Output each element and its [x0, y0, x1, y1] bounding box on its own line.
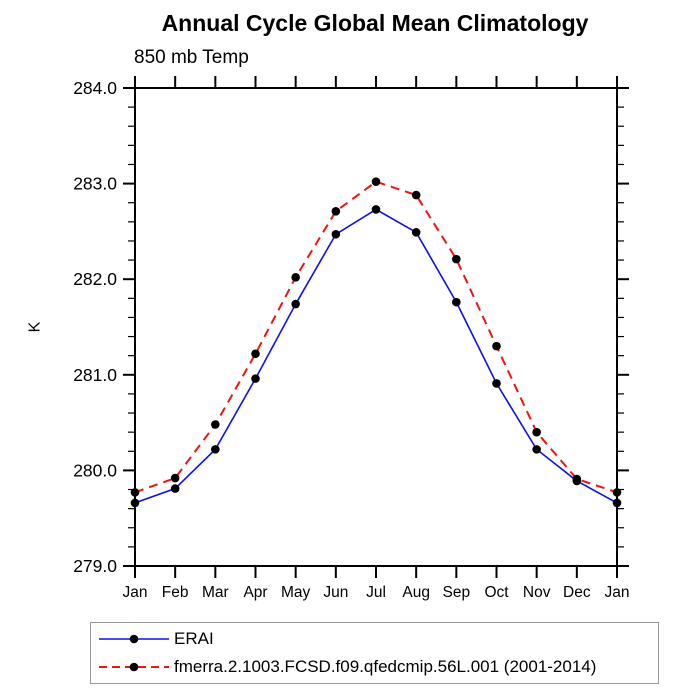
y-axis-tick-label: 283.0 — [73, 174, 117, 194]
y-axis-tick-label: 284.0 — [73, 78, 117, 98]
y-axis-tick-label: 282.0 — [73, 269, 117, 289]
x-axis-tick-label: Sep — [443, 584, 471, 601]
x-axis-tick-label: Feb — [162, 584, 189, 601]
data-point-marker — [170, 473, 180, 483]
data-point-marker — [452, 297, 461, 307]
data-point-marker — [331, 229, 341, 239]
chart-title: Annual Cycle Global Mean Climatology — [161, 10, 589, 36]
data-point-marker — [170, 484, 180, 493]
legend-item-erai: ERAI — [91, 625, 658, 653]
data-point-marker — [572, 474, 582, 484]
data-point-marker — [251, 374, 260, 383]
legend-label-erai: ERAI — [174, 629, 214, 648]
data-point-marker — [532, 427, 541, 437]
legend: ERAI fmerra.2.1003.FCSD.f09.qfedcmip.56L… — [90, 622, 659, 684]
x-axis-tick-label: Jul — [366, 584, 386, 601]
x-axis-tick-label: Aug — [402, 584, 430, 601]
data-point-marker — [130, 488, 140, 497]
y-axis-tick-label: 281.0 — [73, 365, 117, 385]
data-point-marker — [291, 299, 300, 309]
series-line-erai — [134, 208, 618, 504]
solid-line-dot-swatch-icon — [99, 634, 169, 644]
data-point-marker — [371, 177, 381, 186]
data-point-marker — [211, 420, 220, 429]
x-axis-tick-label: Dec — [563, 584, 591, 601]
y-axis-tick-label: 280.0 — [73, 460, 117, 480]
x-axis-tick-label: May — [281, 584, 311, 601]
data-point-marker — [452, 254, 461, 264]
x-axis-tick-label: Jan — [605, 584, 630, 601]
data-point-marker — [211, 445, 220, 454]
plot-frame — [134, 87, 618, 567]
legend-label-fmerra: fmerra.2.1003.FCSD.f09.qfedcmip.56L.001 … — [174, 657, 597, 676]
data-point-marker — [371, 205, 381, 214]
data-point-marker — [411, 228, 421, 237]
data-point-marker — [291, 272, 300, 282]
dashed-line-dot-swatch-icon — [99, 662, 169, 672]
data-point-marker — [331, 207, 341, 216]
x-axis-tick-label: Mar — [202, 584, 229, 601]
x-axis-tick-label: Jan — [123, 584, 148, 601]
x-axis-tick-label: Nov — [523, 584, 551, 601]
x-axis-tick-label: Apr — [243, 584, 267, 601]
data-point-marker — [492, 379, 501, 388]
data-point-marker — [411, 190, 421, 200]
data-point-marker — [130, 498, 140, 508]
data-point-marker — [251, 349, 260, 359]
x-axis-tick-label: Jun — [323, 584, 348, 601]
y-axis-tick-label: 279.0 — [73, 556, 117, 576]
series-line-fmerra — [134, 180, 618, 494]
x-axis-tick-label: Oct — [484, 584, 509, 601]
data-point-marker — [612, 488, 622, 497]
legend-item-fmerra: fmerra.2.1003.FCSD.f09.qfedcmip.56L.001 … — [91, 653, 658, 681]
data-point-marker — [492, 341, 501, 351]
data-point-marker — [612, 498, 622, 508]
data-point-marker — [532, 445, 541, 454]
chart-subtitle: 850 mb Temp — [134, 47, 249, 68]
